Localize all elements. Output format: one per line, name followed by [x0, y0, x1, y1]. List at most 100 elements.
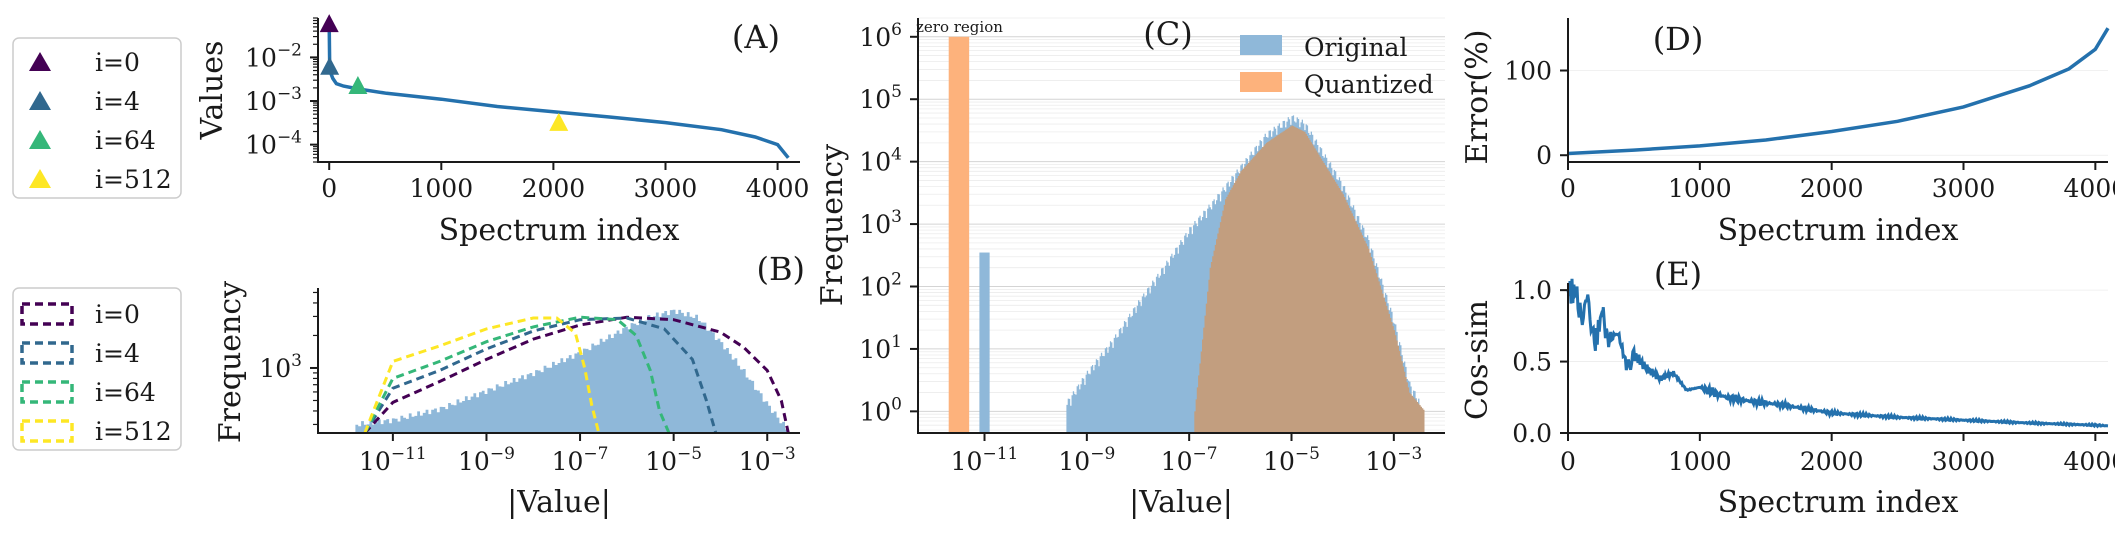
panel-e-ylabel: Cos-sim: [1460, 300, 1495, 420]
panel-a-xtick-label: 1000: [409, 174, 473, 203]
panel-a-ytick-label-exp: −4: [277, 128, 302, 148]
panel-c-ylabel: Frequency: [815, 144, 850, 306]
panel-b-xtick-label: 10−11: [359, 444, 427, 476]
panel-c-ytick-label-base: 10: [859, 335, 891, 364]
histogram-legend-label: i=0: [95, 300, 140, 329]
panel-d-ylabel: Error(%): [1460, 30, 1495, 165]
panel-c-legend: Original Quantized: [1240, 33, 1434, 99]
panel-c-ytick-label: 104: [859, 145, 902, 177]
panel-c-label: (C): [1143, 15, 1192, 53]
panel-e-ytick-label: 1.0: [1512, 276, 1552, 305]
histogram-all-values: [355, 309, 788, 433]
panel-a-ytick-label-base: 10: [245, 43, 277, 72]
panel-e-ytick-label: 0.5: [1512, 348, 1552, 377]
panel-a-ytick-label-base: 10: [245, 131, 277, 160]
panel-a-xtick-label: 0: [321, 174, 337, 203]
panel-d-xtick-label: 2000: [1800, 174, 1864, 203]
panel-a: 0 1000 2000 3000 4000 10−410−310−2 (A) Spect…: [195, 14, 809, 248]
panel-a-xlabel: Spectrum index: [439, 213, 680, 248]
panel-b-xtick-label-base: 10: [458, 447, 490, 476]
legend-original-label: Original: [1304, 33, 1407, 62]
panel-c-ytick-label: 103: [859, 207, 902, 239]
panel-a-xtick-label: 3000: [634, 174, 698, 203]
panel-c-xtick-label-base: 10: [951, 447, 983, 476]
marker-legend-label: i=64: [95, 126, 156, 155]
panel-b-xtick-label: 10−5: [645, 444, 702, 476]
panel-a-ytick-label-exp: −3: [277, 84, 302, 104]
zero-region-annotation: zero region: [916, 18, 1003, 36]
panel-c-ytick-label-base: 10: [859, 85, 891, 114]
panel-b-xtick-label-base: 10: [359, 447, 391, 476]
panel-c-xtick-label-exp: −11: [982, 444, 1018, 464]
panel-a-ytick-label-exp: −2: [277, 40, 302, 60]
histogram-legend-label: i=512: [95, 417, 172, 446]
triangle-marker: [549, 112, 569, 131]
panel-b-ytick-label-base: 10: [259, 354, 291, 383]
panel-d: 0 1000 2000 3000 4000 0 100 (D) Spectrum inde…: [1460, 18, 2115, 248]
panel-c-ytick-label-base: 10: [859, 148, 891, 177]
quantized-histogram: [1194, 125, 1425, 433]
panel-c-xtick-label-exp: −9: [1090, 444, 1115, 464]
panel-c-ytick-label-base: 10: [859, 210, 891, 239]
histogram-step-i-512: [363, 316, 601, 434]
panel-b-xtick-label: 10−7: [552, 444, 609, 476]
panel-b-xtick-label-exp: −9: [490, 444, 515, 464]
panel-c-ytick-label: 106: [859, 20, 902, 52]
dashed-box-icon: [20, 302, 74, 326]
panel-b-xtick-label-exp: −11: [391, 444, 427, 464]
panel-c-xtick-label: 10−11: [951, 444, 1019, 476]
panel-c-ytick-label-base: 10: [859, 23, 891, 52]
panel-b-xtick-label-base: 10: [645, 447, 677, 476]
histogram-legend-label: i=4: [95, 339, 140, 368]
panel-b-xtick-label: 10−9: [458, 444, 515, 476]
spectrum-line: [327, 25, 790, 159]
panel-d-xlabel: Spectrum index: [1718, 213, 1959, 248]
panel-e-xlabel: Spectrum index: [1718, 485, 1959, 520]
histogram-step-i-64: [363, 315, 671, 434]
panel-b-xtick-label-exp: −3: [771, 444, 796, 464]
panel-d-ytick-label: 0: [1536, 141, 1552, 170]
histogram-step-i-4: [363, 316, 718, 434]
triangle-marker-icon: [29, 91, 51, 110]
triangle-marker-icon: [29, 169, 51, 188]
panel-d-xtick-label: 1000: [1668, 174, 1732, 203]
panel-c-xtick-label-base: 10: [1058, 447, 1090, 476]
panel-c-xtick-label-base: 10: [1263, 447, 1295, 476]
panel-c-ytick-label: 102: [859, 269, 902, 301]
panel-a-ytick-label: 10−3: [245, 84, 302, 116]
panel-b-xtick-label-exp: −7: [583, 444, 608, 464]
panel-b-ytick-label-exp: 3: [291, 351, 302, 371]
dashed-box-icon: [20, 380, 74, 404]
histogram-legend-label: i=64: [95, 378, 156, 407]
panel-c-xtick-label: 10−3: [1365, 444, 1422, 476]
panel-a-ytick-label: 10−4: [245, 128, 302, 160]
triangle-marker: [320, 56, 340, 75]
panel-c-ytick-label-exp: 1: [891, 332, 902, 352]
panel-c-ytick-label-base: 10: [859, 397, 891, 426]
panel-b-label: (B): [757, 250, 805, 288]
panel-a-ylabel: Values: [195, 41, 230, 141]
panel-a-xtick-label: 4000: [746, 174, 810, 203]
legend-quantized-label: Quantized: [1304, 70, 1434, 99]
panel-d-xtick-label: 3000: [1932, 174, 1996, 203]
triangle-marker-icon: [29, 52, 51, 71]
panel-e-xtick-label: 0: [1560, 447, 1576, 476]
panel-c-xtick-label-exp: −3: [1397, 444, 1422, 464]
panel-c-ytick-label-exp: 6: [891, 20, 902, 40]
panel-b-ytick-label: 103: [259, 351, 302, 383]
panel-b-ylabel: Frequency: [213, 281, 248, 443]
panel-c-xtick-label: 10−9: [1058, 444, 1115, 476]
triangle-marker: [319, 14, 339, 33]
panel-c-xtick-label-exp: −5: [1295, 444, 1320, 464]
panel-d-xtick-label: 0: [1560, 174, 1576, 203]
triangle-marker-icon: [29, 130, 51, 149]
panel-b-axes: [317, 288, 800, 434]
legend-quantized-swatch: [1240, 72, 1282, 92]
error-line: [1567, 27, 2110, 156]
marker-legend-label: i=512: [95, 165, 172, 194]
panel-e-xtick-label: 3000: [1932, 447, 1996, 476]
panel-b-xtick-label-base: 10: [739, 447, 771, 476]
panel-c: 10−11 10−9 10−7 10−5 10−3 100101102103104105…: [815, 15, 1445, 520]
panel-d-axes: [1567, 18, 2108, 163]
